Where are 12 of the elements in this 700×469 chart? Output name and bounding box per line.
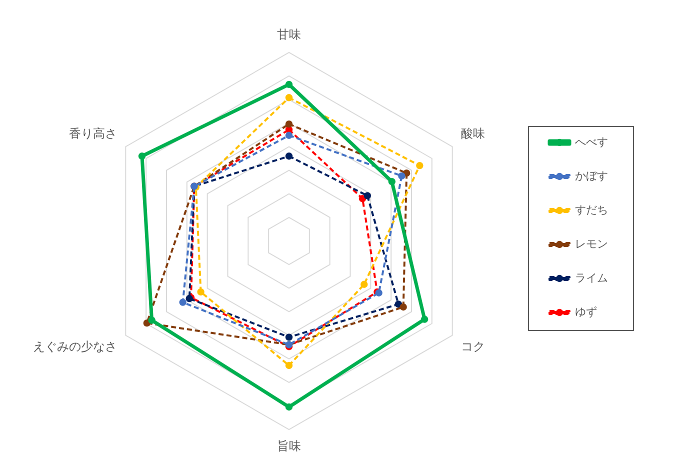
legend-label: レモン [575,237,608,250]
spoke-label: えぐみの少なさ [33,340,117,354]
legend-label: ゆず [575,305,597,318]
spoke-label: 甘味 [277,27,301,42]
legend-label: かぼす [575,169,608,182]
legend-label: ライム [575,271,608,284]
legend-label: すだち [575,203,608,216]
spoke-label: コク [461,340,485,354]
legend-label: へべす [575,135,608,148]
spoke-label: 酸味 [461,126,485,141]
spoke-label: 旨味 [277,438,301,453]
spoke-label: 香り高さ [69,126,117,141]
